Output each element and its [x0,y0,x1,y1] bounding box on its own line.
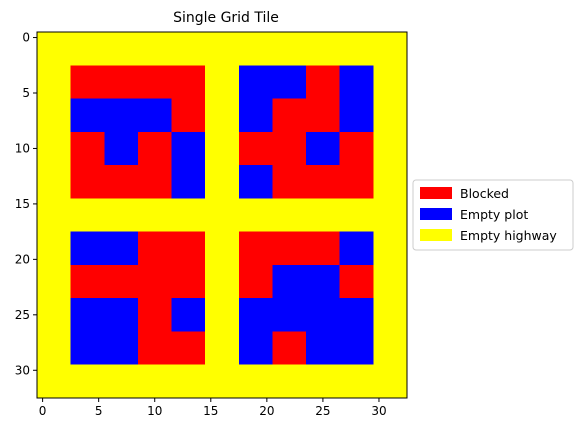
cell-block-empty-plot [104,132,138,165]
cell-block-empty-plot [172,298,206,331]
cell-block-empty-plot [239,165,273,198]
cell-block-empty-plot [340,65,374,132]
cell-block-empty-plot [71,232,138,265]
legend-swatch-blocked [420,187,452,199]
cell-block-empty-plot [306,132,340,165]
y-tick-label: 10 [15,141,30,155]
y-tick-label: 30 [15,363,30,377]
cell-block-empty-plot [71,298,138,365]
x-tick-label: 15 [203,404,218,418]
cell-block-empty-plot [306,331,373,364]
legend-label-blocked: Blocked [460,186,509,201]
x-tick-label: 5 [95,404,103,418]
y-tick-label: 0 [22,31,30,45]
x-tick-label: 30 [371,404,386,418]
cell-block-empty-plot [239,99,273,132]
legend-swatch-empty-plot [420,208,452,220]
legend-swatch-empty-highway [420,229,452,241]
cell-block-empty-plot [340,232,374,265]
plot-area [37,32,407,398]
y-tick-label: 25 [15,308,30,322]
x-tick-label: 20 [259,404,274,418]
y-axis: 0 5 10 15 20 25 30 [15,31,37,378]
cell-block-empty-plot [239,298,374,331]
chart-title: Single Grid Tile [173,10,279,26]
y-tick-label: 15 [15,197,30,211]
x-axis: 0 5 10 15 20 25 30 [39,398,387,418]
cell-block-empty-plot [239,65,306,98]
y-tick-label: 5 [22,86,30,100]
x-tick-label: 0 [39,404,47,418]
cell-block-empty-plot [71,99,172,132]
legend-label-empty-plot: Empty plot [460,207,528,222]
legend: Blocked Empty plot Empty highway [413,180,573,250]
x-tick-label: 10 [147,404,162,418]
cell-block-empty-plot [239,331,273,364]
cell-block-empty-plot [272,265,339,298]
y-tick-label: 20 [15,252,30,266]
cell-block-empty-plot [172,132,206,199]
legend-label-empty-highway: Empty highway [460,228,557,243]
x-tick-label: 25 [315,404,330,418]
